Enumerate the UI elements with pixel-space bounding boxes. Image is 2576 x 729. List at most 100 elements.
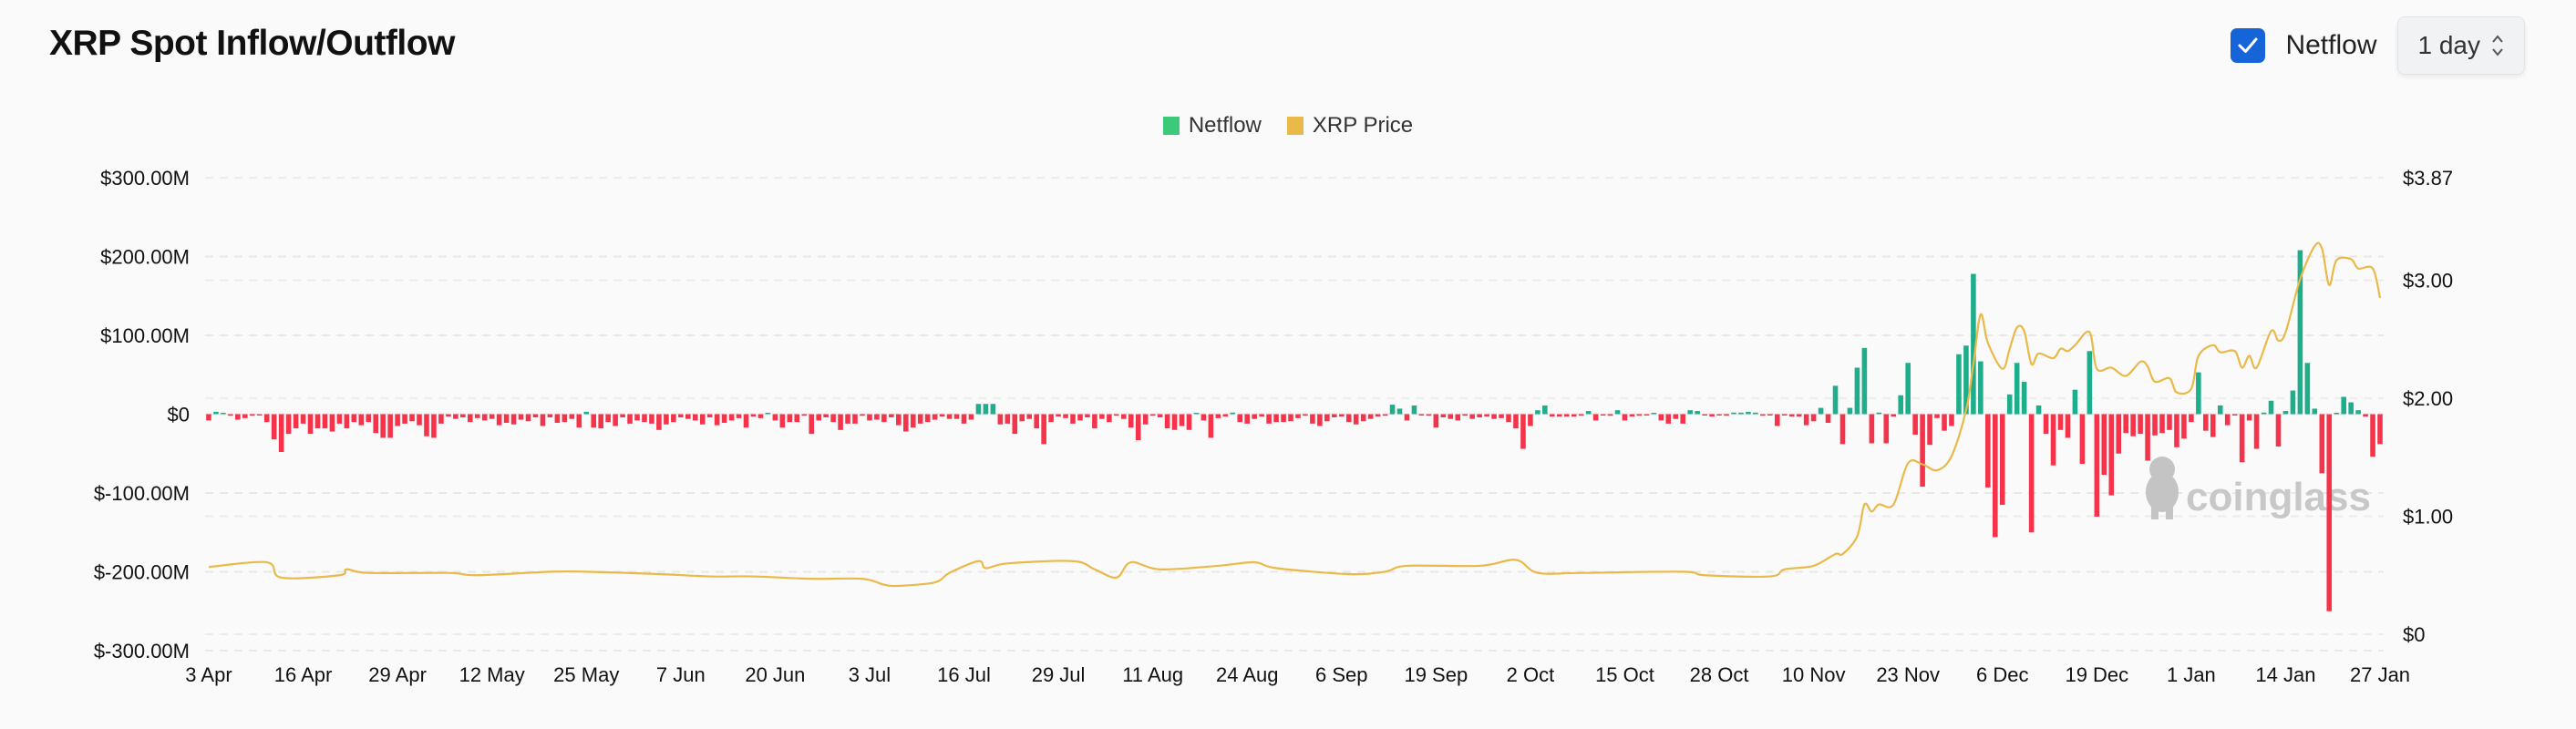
netflow-bar[interactable] — [307, 414, 314, 435]
netflow-bar[interactable] — [1085, 414, 1090, 417]
netflow-checkbox[interactable] — [2231, 28, 2266, 63]
netflow-bar[interactable] — [620, 414, 625, 417]
netflow-bar[interactable] — [1956, 354, 1962, 415]
netflow-bar[interactable] — [692, 414, 698, 421]
netflow-bar[interactable] — [1012, 414, 1018, 435]
netflow-bar[interactable] — [424, 414, 429, 436]
netflow-bar[interactable] — [1433, 414, 1439, 428]
netflow-bar[interactable] — [787, 414, 793, 423]
netflow-bar[interactable] — [2159, 414, 2165, 434]
netflow-bar[interactable] — [1839, 414, 1846, 445]
netflow-bar[interactable] — [845, 414, 850, 424]
netflow-bar[interactable] — [649, 414, 654, 424]
netflow-bar[interactable] — [380, 414, 386, 438]
netflow-bar[interactable] — [1673, 414, 1679, 419]
netflow-bar[interactable] — [664, 414, 669, 425]
netflow-bar[interactable] — [816, 414, 821, 421]
netflow-bar[interactable] — [2035, 405, 2042, 415]
netflow-bar[interactable] — [1092, 414, 1097, 429]
netflow-bar[interactable] — [1019, 414, 1025, 422]
netflow-bar[interactable] — [1680, 414, 1686, 424]
netflow-bar[interactable] — [1709, 414, 1715, 417]
netflow-bar[interactable] — [2253, 414, 2260, 449]
netflow-bar[interactable] — [642, 414, 647, 423]
netflow-bar[interactable] — [2065, 414, 2071, 438]
netflow-bar[interactable] — [990, 404, 996, 415]
netflow-bar[interactable] — [467, 414, 473, 423]
netflow-bar[interactable] — [2217, 405, 2223, 415]
netflow-bar[interactable] — [2246, 414, 2252, 421]
netflow-bar[interactable] — [1513, 414, 1519, 429]
netflow-bar[interactable] — [256, 414, 263, 416]
netflow-bar[interactable] — [1774, 414, 1780, 426]
netflow-bar[interactable] — [874, 414, 880, 420]
netflow-bar[interactable] — [2130, 414, 2136, 436]
netflow-bar[interactable] — [474, 414, 480, 418]
netflow-bar[interactable] — [946, 414, 953, 419]
netflow-bar[interactable] — [300, 414, 306, 424]
netflow-bar[interactable] — [481, 414, 488, 421]
netflow-bar[interactable] — [554, 414, 561, 424]
netflow-bar[interactable] — [1643, 414, 1650, 416]
netflow-bar[interactable] — [2196, 372, 2201, 415]
netflow-bar[interactable] — [889, 414, 894, 417]
netflow-bar[interactable] — [496, 414, 502, 426]
netflow-bar[interactable] — [1440, 414, 1447, 417]
netflow-bar[interactable] — [1288, 414, 1293, 422]
netflow-bar[interactable] — [1215, 414, 1221, 418]
netflow-bar[interactable] — [235, 414, 241, 420]
netflow-bar[interactable] — [1295, 414, 1301, 418]
netflow-bar[interactable] — [975, 404, 982, 415]
netflow-bar[interactable] — [1077, 414, 1083, 421]
legend-item-price[interactable]: XRP Price — [1286, 113, 1413, 139]
netflow-bar[interactable] — [910, 414, 916, 428]
netflow-bar[interactable] — [801, 414, 808, 416]
netflow-bar[interactable] — [671, 414, 676, 423]
netflow-bar[interactable] — [2261, 412, 2267, 415]
netflow-bar[interactable] — [1724, 414, 1729, 416]
netflow-bar[interactable] — [2334, 413, 2340, 415]
netflow-bar[interactable] — [1237, 414, 1243, 423]
netflow-bar[interactable] — [656, 414, 662, 430]
netflow-bar[interactable] — [2072, 389, 2078, 415]
netflow-bar[interactable] — [1905, 363, 1911, 415]
netflow-bar[interactable] — [1934, 414, 1940, 418]
netflow-bar[interactable] — [2189, 414, 2194, 423]
netflow-bar[interactable] — [1310, 414, 1315, 424]
netflow-bar[interactable] — [547, 414, 553, 417]
netflow-bar[interactable] — [322, 414, 328, 429]
netflow-bar[interactable] — [1695, 411, 1700, 415]
netflow-bar[interactable] — [1985, 414, 1991, 488]
netflow-bar[interactable] — [1324, 414, 1330, 422]
netflow-bar[interactable] — [213, 411, 219, 415]
netflow-bar[interactable] — [525, 414, 531, 422]
netflow-bar[interactable] — [1607, 414, 1613, 416]
netflow-bar[interactable] — [344, 414, 350, 429]
netflow-bar[interactable] — [1252, 414, 1257, 419]
netflow-bar[interactable] — [1629, 414, 1635, 417]
netflow-bar[interactable] — [562, 414, 568, 423]
netflow-bar[interactable] — [431, 414, 437, 438]
netflow-bar[interactable] — [2094, 414, 2100, 517]
netflow-bar[interactable] — [1832, 385, 1839, 415]
netflow-bar[interactable] — [1259, 414, 1264, 417]
netflow-bar[interactable] — [1404, 414, 1410, 421]
netflow-bar[interactable] — [1491, 414, 1497, 419]
netflow-bar[interactable] — [2370, 414, 2375, 457]
netflow-bar[interactable] — [1200, 414, 1207, 421]
netflow-bar[interactable] — [366, 414, 372, 423]
netflow-bar[interactable] — [221, 413, 226, 415]
netflow-bar[interactable] — [2021, 382, 2027, 415]
netflow-bar[interactable] — [358, 414, 365, 426]
netflow-bar[interactable] — [314, 414, 321, 429]
netflow-bar[interactable] — [2181, 414, 2187, 439]
netflow-bar[interactable] — [1927, 414, 1932, 446]
netflow-bar[interactable] — [1360, 414, 1366, 422]
netflow-bar[interactable] — [1426, 414, 1432, 416]
netflow-bar[interactable] — [2116, 414, 2122, 454]
netflow-bar[interactable] — [997, 414, 1004, 425]
netflow-bar[interactable] — [351, 414, 357, 423]
netflow-bar[interactable] — [2014, 363, 2020, 415]
netflow-bar[interactable] — [1920, 414, 1925, 488]
interval-select[interactable]: 1 day — [2396, 16, 2525, 75]
